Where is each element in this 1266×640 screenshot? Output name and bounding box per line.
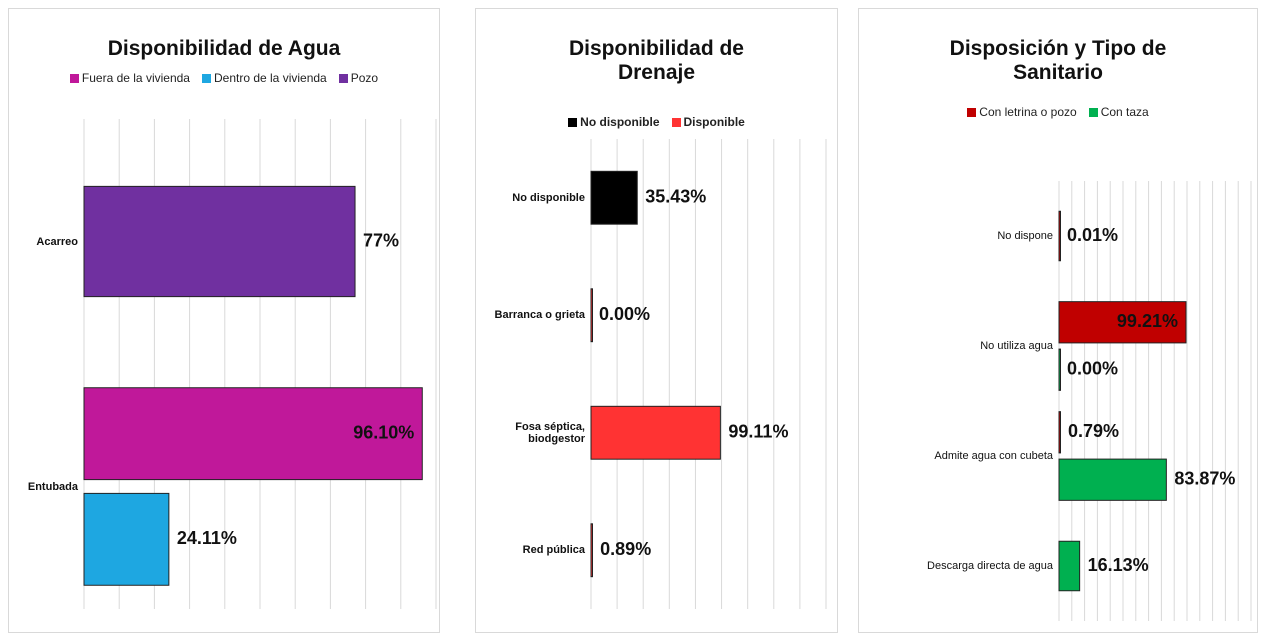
bar xyxy=(590,405,721,460)
legend-item: Con taza xyxy=(1088,105,1149,119)
legend: Fuera de la vivienda Dentro de la viviend… xyxy=(9,71,439,85)
bar xyxy=(83,492,170,586)
legend-swatch xyxy=(338,74,348,83)
category-label: No disponible xyxy=(512,191,585,204)
value-label: 99.21% xyxy=(1117,311,1178,331)
legend-item: Fuera de la vivienda xyxy=(69,71,190,85)
plot: 77% 96.10% 24.11% xyxy=(83,119,437,609)
category-label: Admite agua con cubeta xyxy=(934,450,1053,462)
legend-label: Dentro de la vivienda xyxy=(213,71,327,85)
value-label: 0.79% xyxy=(1068,421,1119,441)
chart-panel: 0.01% 99.21% 0.00% 0.79% 83.87% 16.13% Disposi… xyxy=(858,8,1258,633)
category-label: Fosa séptica, biodgestor xyxy=(515,420,585,445)
category-label: Red pública xyxy=(522,544,585,557)
value-label: 35.43% xyxy=(645,187,706,207)
legend-swatch xyxy=(671,118,681,127)
legend-item: Con letrina o pozo xyxy=(967,105,1077,119)
category-label: Barranca o grieta xyxy=(494,309,585,322)
legend-swatch xyxy=(1088,108,1098,117)
bar xyxy=(1058,348,1061,391)
legend-swatch xyxy=(967,108,977,117)
value-label: 0.00% xyxy=(599,304,650,324)
legend-item: Dentro de la vivienda xyxy=(201,71,327,85)
category-label: Entubada xyxy=(27,480,78,493)
chart-title: Disponibilidad de Agua xyxy=(107,37,341,60)
bar xyxy=(590,288,593,343)
bar xyxy=(83,387,423,481)
chart-title: Disposición y Tipo de Sanitario xyxy=(949,37,1167,84)
legend-item: Pozo xyxy=(338,71,379,85)
bar xyxy=(590,523,593,578)
value-label: 99.11% xyxy=(728,422,788,442)
chart-title: Disponibilidad de Drenaje xyxy=(568,37,744,84)
value-label: 24.11% xyxy=(177,528,237,548)
value-label: 77% xyxy=(363,230,399,250)
plot: 35.43% 0.00% 99.11% 0.89% xyxy=(590,139,827,609)
bar xyxy=(83,185,356,298)
legend-label: Con letrina o pozo xyxy=(979,105,1077,119)
value-label: 0.89% xyxy=(600,539,651,559)
bar xyxy=(1058,301,1187,344)
value-label: 96.10% xyxy=(353,422,414,442)
legend-label: Con taza xyxy=(1100,105,1149,119)
legend-swatch xyxy=(69,74,79,83)
category-label: Acarreo xyxy=(36,235,78,248)
legend-swatch xyxy=(568,118,578,127)
legend-label: Pozo xyxy=(350,71,379,85)
legend-label: No disponible xyxy=(580,115,660,129)
legend-item: No disponible xyxy=(568,115,660,129)
category-label: No utiliza agua xyxy=(980,340,1053,352)
legend: Con letrina o pozo Con taza xyxy=(859,105,1257,119)
value-label: 0.01% xyxy=(1067,225,1118,245)
legend-label: Fuera de la vivienda xyxy=(81,71,190,85)
category-label: Descarga directa de agua xyxy=(927,560,1053,572)
chart-panel: 35.43% 0.00% 99.11% 0.89% Disponibilidad de … xyxy=(475,8,838,633)
plot: 0.01% 99.21% 0.00% 0.79% 83.87% 16.13% xyxy=(1058,181,1252,621)
legend-swatch xyxy=(201,74,211,83)
value-label: 83.87% xyxy=(1174,468,1235,488)
legend-label: Disponible xyxy=(683,115,745,129)
bar xyxy=(1058,540,1081,592)
bar xyxy=(1058,411,1061,454)
category-label: No dispone xyxy=(997,230,1053,242)
bar xyxy=(1058,458,1167,501)
value-label: 0.00% xyxy=(1067,358,1118,378)
bar xyxy=(590,170,638,225)
chart-panel: 77% 96.10% 24.11% Disponibilidad de Agua Fue… xyxy=(8,8,440,633)
bar xyxy=(1058,210,1061,262)
legend: No disponible Disponible xyxy=(476,115,837,129)
value-label: 16.13% xyxy=(1088,555,1149,575)
legend-item: Disponible xyxy=(671,115,745,129)
